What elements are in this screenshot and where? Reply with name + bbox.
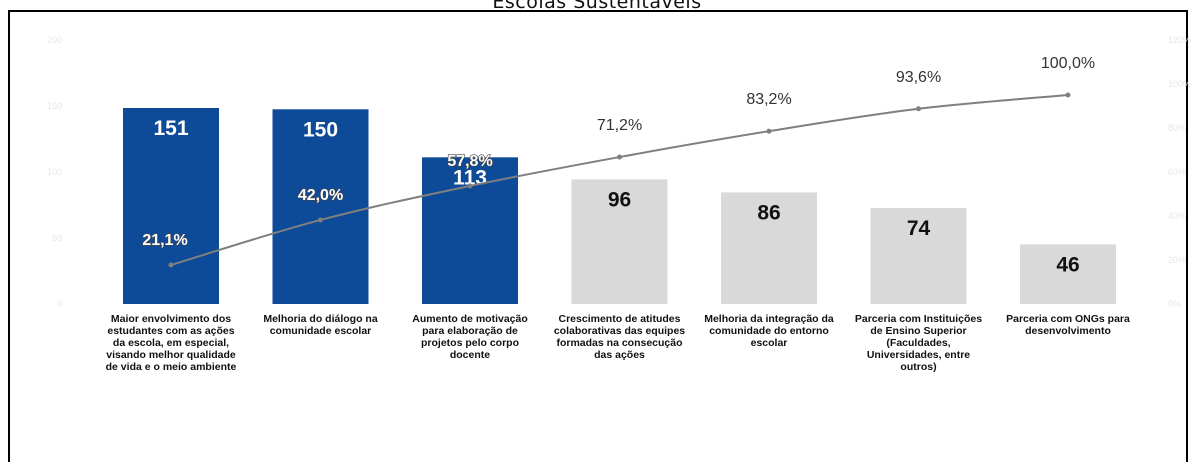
right-axis-tick-label: 60% [1168, 167, 1186, 177]
category-label-line: de vida e o meio ambiente [106, 361, 237, 373]
left-axis-tick-label: 0 [57, 299, 62, 309]
chart-title: Escolas Sustentáveis [492, 0, 702, 13]
cumulative-percent-label: 83,2% [746, 91, 791, 108]
bar [870, 207, 967, 304]
category-label-line: (Faculdades, [886, 337, 950, 349]
bar-value-label: 151 [153, 117, 188, 140]
category-label-line: visando melhor qualidade [106, 349, 236, 361]
category-label-line: desenvolvimento [1025, 325, 1111, 337]
category-label-line: para elaboração de [422, 325, 518, 337]
bar [571, 179, 668, 304]
category-label: Aumento de motivação para elaboração de pr… [412, 313, 528, 361]
bar-value-label: 86 [757, 201, 780, 224]
category-label-line: escolar [751, 337, 788, 349]
left-axis-tick-label: 150 [47, 101, 62, 111]
category-label-line: Parceria com Instituições [855, 313, 982, 325]
right-axis-tick-label: 20% [1168, 255, 1186, 265]
category-label-line: comunidade do entorno [709, 325, 829, 337]
category-label-line: comunidade escolar [270, 325, 372, 337]
left-axis-tick-label: 100 [47, 167, 62, 177]
category-label-line: Maior envolvimento dos [111, 313, 231, 325]
right-axis-tick-label: 40% [1168, 211, 1186, 221]
category-label-line: outros) [900, 361, 936, 373]
category-label-line: da escola, em especial, [113, 337, 229, 349]
category-label: Crescimento de atitudes colaborativas das… [554, 313, 685, 361]
category-label: Parceria com ONGs para desenvolvimento [1006, 313, 1130, 337]
left-axis-tick-label: 200 [47, 35, 62, 45]
chart-frame [8, 10, 1188, 462]
cumulative-point [916, 106, 921, 112]
bar-value-label: 96 [608, 188, 631, 211]
bar-value-label: 74 [907, 217, 931, 240]
category-label: Maior envolvimento dos estudantes com as … [106, 313, 237, 373]
right-axis-tick-label: 100% [1168, 79, 1191, 89]
cumulative-percent-label: 57,8% [447, 153, 492, 170]
category-label-line: formadas na consecução [556, 337, 682, 349]
category-label-line: Aumento de motivação [412, 313, 528, 325]
category-label-line: estudantes com as ações [107, 325, 234, 337]
cumulative-point [617, 154, 622, 160]
cumulative-point [168, 262, 174, 268]
cumulative-percent-label: 100,0% [1041, 55, 1095, 72]
right-axis-tick-label: 0% [1168, 299, 1181, 309]
category-label-line: Universidades, entre [867, 349, 970, 361]
bar [422, 157, 518, 304]
category-label-line: Melhoria do diálogo na [263, 313, 377, 325]
right-axis-tick-label: 120% [1168, 35, 1191, 45]
bar-value-label: 46 [1056, 253, 1079, 276]
cumulative-percent-label: 93,6% [896, 69, 941, 86]
cumulative-percent-label: 42,0% [298, 187, 343, 204]
category-label-line: docente [450, 349, 490, 361]
cumulative-percent-label: 21,1% [142, 232, 187, 249]
bar-value-label: 150 [303, 118, 338, 141]
category-label-line: Melhoria da integração da [704, 313, 834, 325]
cumulative-point [318, 217, 323, 223]
bar [721, 192, 817, 304]
bar [123, 108, 219, 304]
category-label-line: colaborativas das equipes [554, 325, 685, 337]
right-axis-tick-label: 80% [1168, 123, 1186, 133]
category-label-line: de Ensino Superior [870, 325, 966, 337]
cumulative-point [1065, 92, 1071, 98]
left-axis-tick-label: 50 [52, 233, 62, 243]
category-label-line: Crescimento de atitudes [559, 313, 681, 325]
cumulative-point [766, 128, 772, 134]
category-label-line: das ações [594, 349, 645, 361]
cumulative-point [467, 183, 473, 189]
pareto-chart: 0 50 100 150 200 0% 20% 40% 60% 80% 100% 120% 151 150… [47, 35, 1191, 373]
category-label: Melhoria da integração da comunidade do e… [704, 313, 834, 349]
cumulative-percent-label: 71,2% [597, 117, 642, 134]
category-label-line: Parceria com ONGs para [1006, 313, 1130, 325]
category-label: Melhoria do diálogo na comunidade escolar [263, 313, 377, 337]
bar [1020, 244, 1116, 304]
category-label-line: projetos pelo corpo [421, 337, 519, 349]
category-label: Parceria com Instituições de Ensino Super… [855, 313, 982, 373]
bar [272, 109, 369, 305]
